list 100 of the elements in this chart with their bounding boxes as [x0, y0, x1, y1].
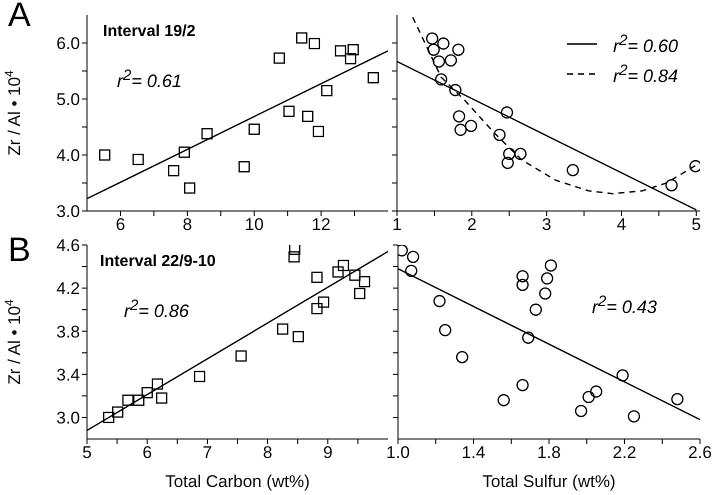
y-tick-label: 3.8 [56, 322, 80, 342]
point [178, 146, 190, 158]
point [616, 369, 629, 382]
point [349, 270, 361, 281]
point [302, 110, 314, 122]
point [428, 44, 440, 56]
point [426, 32, 438, 45]
point [283, 106, 295, 117]
x-tick-label: 4 [616, 215, 626, 234]
point [433, 294, 446, 308]
point [277, 323, 288, 335]
point [665, 179, 678, 192]
point [452, 44, 464, 56]
y-tick-label: 4.2 [56, 279, 80, 298]
point [133, 394, 144, 406]
point [444, 54, 458, 67]
x-tick-label: 7 [202, 443, 212, 462]
y-tick-label: 4.6 [56, 236, 80, 256]
point [358, 276, 370, 288]
point [344, 53, 356, 64]
x-tick-label: 3 [542, 215, 552, 234]
point [514, 148, 527, 160]
point [368, 72, 379, 84]
point [500, 106, 514, 119]
point [201, 128, 213, 140]
point [311, 302, 323, 314]
point [574, 404, 588, 418]
point [582, 390, 595, 404]
point [156, 392, 168, 404]
point [122, 394, 134, 406]
point [112, 406, 124, 418]
x-tick-label: 1.4 [462, 443, 486, 462]
x-tick-label: 6 [116, 215, 126, 234]
x-tick-label: 12 [312, 215, 331, 234]
y-tick-label: 4.0 [56, 146, 80, 166]
y-tick-label: 3.0 [56, 202, 80, 222]
point [452, 110, 466, 123]
point [235, 350, 247, 362]
point [432, 55, 446, 68]
point [449, 84, 462, 96]
x-axis-title: Total Carbon (wt%) [165, 472, 310, 491]
annotation: r$^{2}$= 0.86 [124, 297, 189, 322]
text: Interval 19/2 [103, 23, 196, 41]
x-axis-title: Total Sulfur (wt%) [482, 472, 616, 491]
point [296, 32, 308, 44]
legend-label: r$^{2}$= 0.84 [613, 62, 678, 86]
x-tick-label: 6 [142, 443, 152, 462]
annotation: r$^{2}$= 0.43 [592, 293, 657, 318]
point [99, 149, 110, 161]
point [628, 410, 640, 423]
point [503, 148, 516, 160]
point [312, 126, 324, 138]
point [590, 385, 602, 398]
point [671, 392, 684, 406]
x-tick-label: 5 [82, 443, 92, 462]
point [456, 350, 468, 364]
point [238, 161, 250, 172]
x-tick-label: 2.6 [688, 443, 712, 462]
point [348, 44, 359, 56]
point [539, 287, 552, 300]
point [454, 124, 467, 136]
point [493, 128, 506, 141]
x-tick-label: 1.0 [386, 443, 410, 462]
point [439, 324, 452, 336]
point [405, 264, 418, 278]
y-tick-label: 5.0 [56, 90, 80, 110]
x-tick-label: 10 [244, 215, 264, 234]
point [502, 156, 514, 169]
point [103, 412, 114, 424]
point [434, 73, 448, 86]
x-tick-label: 2 [467, 215, 477, 234]
point [184, 182, 196, 194]
chart-title: B [8, 231, 31, 270]
point [308, 38, 320, 50]
point [566, 164, 579, 176]
point [354, 288, 366, 300]
point [406, 250, 420, 264]
x-tick-label: 2.2 [612, 443, 636, 462]
point [338, 260, 350, 272]
point [152, 378, 164, 390]
point [516, 378, 529, 392]
point [288, 251, 300, 263]
point [168, 165, 180, 176]
legend-label: r$^{2}$= 0.60 [613, 32, 678, 56]
annotation: r$^{2}$= 0.61 [117, 67, 182, 92]
point [522, 332, 534, 344]
x-tick-label: 1.8 [537, 443, 561, 462]
point [464, 120, 478, 132]
point [544, 259, 558, 272]
x-tick-label: 8 [182, 215, 192, 234]
point [437, 37, 450, 50]
x-tick-label: 9 [323, 443, 333, 462]
y-tick-label: 3.4 [56, 365, 80, 384]
point [334, 45, 346, 56]
point [311, 272, 323, 283]
x-tick-label: 1 [392, 215, 402, 234]
y-tick-label: 6.0 [56, 34, 80, 54]
point [274, 52, 285, 64]
point [498, 394, 510, 406]
point [530, 304, 542, 316]
